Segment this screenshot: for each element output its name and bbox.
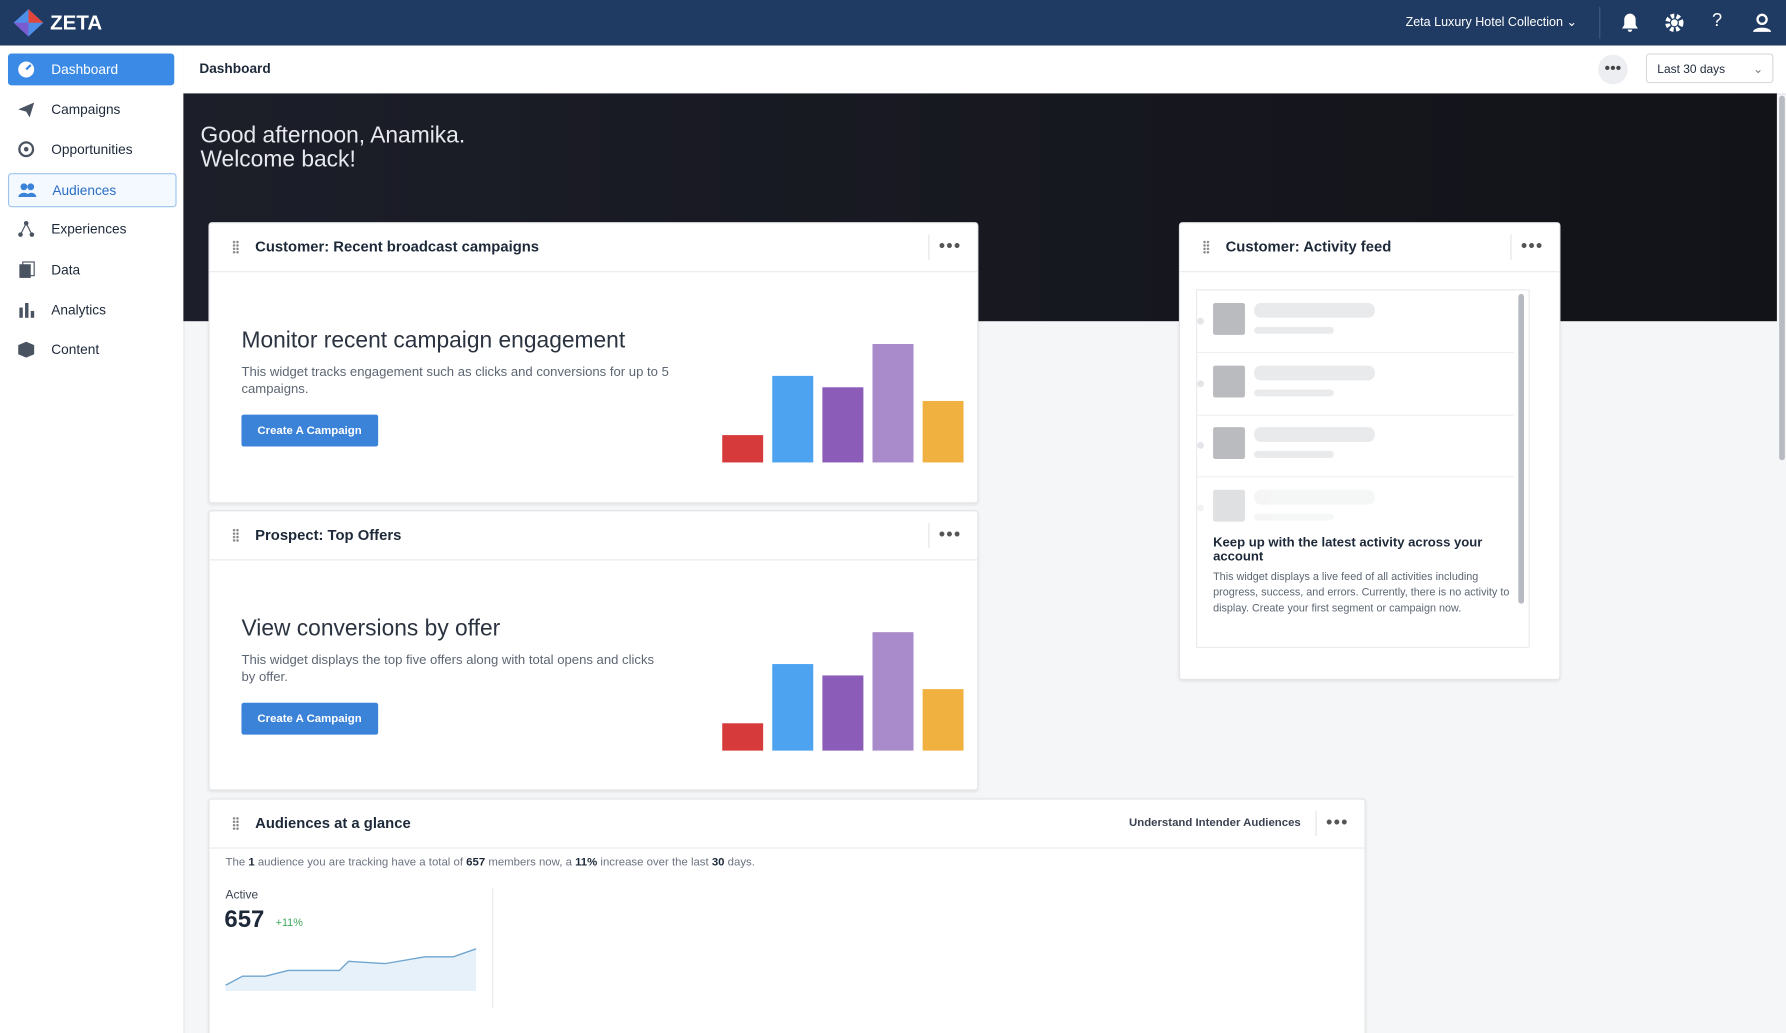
profile-icon[interactable] (1752, 13, 1773, 34)
nav-icon (18, 141, 35, 158)
widget-campaigns: Customer: Recent broadcast campaigns ••• … (208, 222, 979, 504)
decorative-bar (922, 689, 964, 751)
nav-icon (18, 341, 35, 358)
metric-value: 657 (224, 906, 265, 933)
page-title: Dashboard (199, 60, 271, 77)
widget-activity: Customer: Activity feed ••• Keep up with … (1178, 222, 1561, 681)
nav-item[interactable]: Analytics (8, 293, 174, 325)
settings-icon[interactable] (1664, 13, 1685, 34)
nav-icon (19, 260, 35, 278)
sparkline (225, 948, 477, 991)
summary-part: increase over the last (597, 856, 712, 870)
feed: Keep up with the latest activity across … (1195, 289, 1530, 649)
sidebar: Dashboard Campaigns Opportunities Audiences… (0, 45, 185, 1033)
decorative-bar (822, 387, 864, 463)
widget-audiences: Audiences at a glance Understand Intende… (208, 798, 1366, 1033)
metric-label: Active (225, 888, 259, 903)
nav-item[interactable]: Experiences (8, 213, 174, 245)
nav-label[interactable]: Audiences (52, 182, 117, 199)
feed-heading: Keep up with the latest activity across … (1213, 536, 1483, 564)
widget-title: Prospect: Top Offers (255, 526, 402, 544)
nav-item[interactable]: Data (8, 253, 174, 285)
illustration (722, 343, 964, 463)
widget-menu[interactable]: ••• (938, 236, 962, 257)
widget-title: Customer: Activity feed (1225, 238, 1392, 256)
account-switcher[interactable]: Zeta Luxury Hotel Collection ⌄ (1405, 15, 1577, 30)
summary-part: 11% (575, 856, 598, 870)
widget-title: Customer: Recent broadcast campaigns (255, 238, 540, 256)
summary-part: 1 (248, 856, 255, 870)
page-header: Dashboard ••• Last 30 days ⌄ (183, 45, 1786, 95)
top-bar: ZETA Zeta Luxury Hotel Collection ⌄ ? (0, 0, 1786, 46)
summary-part: 30 (711, 856, 725, 870)
widget-menu[interactable]: ••• (1326, 813, 1349, 833)
greeting: Good afternoon, Anamika. Welcome back! (200, 124, 465, 172)
nav-item[interactable]: Content (8, 333, 174, 365)
nav-item[interactable]: Campaigns (8, 94, 174, 126)
widget-text: This widget displays the top five offers… (241, 653, 655, 685)
summary-part: The (225, 856, 249, 870)
logo-mark (13, 9, 44, 37)
metric-change: +11% (275, 916, 303, 930)
decorative-bar (772, 375, 814, 463)
greeting-line: Good afternoon, Anamika. (200, 123, 466, 149)
decorative-bar (872, 632, 914, 751)
summary-part: 657 (466, 856, 486, 870)
decorative-bar (822, 675, 864, 751)
help-icon[interactable]: ? (1711, 11, 1723, 31)
nav-item[interactable]: Opportunities (8, 133, 174, 165)
nav-item[interactable]: Dashboard (7, 53, 175, 86)
audience-summary: The 1 audience you are tracking have a t… (226, 857, 755, 870)
nav-label[interactable]: Dashboard (51, 61, 119, 78)
widget-heading: View conversions by offer (241, 616, 501, 642)
decorative-bar (872, 343, 914, 463)
decorative-bar (772, 664, 814, 751)
create-campaign-button[interactable]: Create A Campaign (241, 702, 378, 735)
scrollbar[interactable] (1779, 95, 1785, 461)
nav-icon (18, 61, 35, 78)
nav-label[interactable]: Campaigns (51, 101, 121, 118)
widget-menu[interactable]: ••• (1520, 236, 1544, 257)
date-range-text[interactable]: Last 30 days (1657, 62, 1726, 77)
decorative-bar (722, 723, 764, 751)
nav-icon (18, 102, 35, 118)
nav-label[interactable]: Data (51, 261, 81, 278)
illustration (722, 632, 964, 751)
nav-icon (19, 302, 35, 318)
summary-part: days. (724, 856, 755, 870)
nav-label[interactable]: Opportunities (51, 141, 133, 158)
nav-label[interactable]: Analytics (51, 301, 106, 318)
nav-icon (18, 221, 35, 238)
decorative-bar (722, 435, 764, 463)
widget-heading: Monitor recent campaign engagement (241, 328, 626, 354)
create-campaign-button[interactable]: Create A Campaign (241, 414, 378, 447)
summary-part: audience you are tracking have a total o… (254, 856, 467, 870)
more-button[interactable]: ••• (1598, 54, 1628, 85)
nav-label[interactable]: Experiences (51, 221, 127, 238)
summary-part: members now, a (485, 856, 576, 870)
greeting-line: Welcome back! (200, 146, 356, 172)
feed-text: This widget displays a live feed of all … (1213, 570, 1510, 616)
logo-text: ZETA (50, 11, 103, 35)
nav-item[interactable]: Audiences (7, 173, 177, 208)
decorative-bar (922, 400, 964, 463)
nav-label[interactable]: Content (51, 341, 100, 358)
widget-text: This widget tracks engagement such as cl… (241, 365, 669, 397)
account-name[interactable]: Zeta Luxury Hotel Collection (1405, 15, 1563, 30)
widget-title: Audiences at a glance (255, 814, 411, 832)
notifications-icon[interactable] (1621, 13, 1639, 34)
date-range[interactable]: Last 30 days ⌄ (1645, 53, 1774, 84)
widget-offers: Prospect: Top Offers ••• View conversions… (208, 510, 979, 791)
widget-menu[interactable]: ••• (938, 525, 962, 545)
intender-link[interactable]: Understand Intender Audiences (1129, 816, 1301, 830)
nav-icon (18, 183, 37, 198)
